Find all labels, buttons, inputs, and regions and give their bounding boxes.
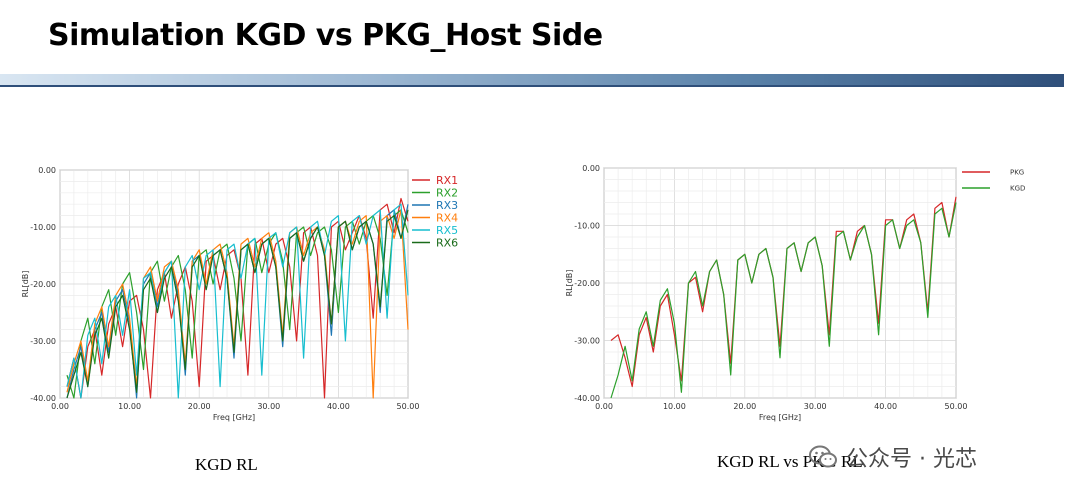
x-tick-label: 0.00	[595, 402, 613, 411]
x-tick-label: 20.00	[188, 402, 211, 411]
y-axis-label: RL[dB]	[565, 270, 574, 297]
series-line-rx6	[66, 209, 409, 399]
x-tick-label: 10.00	[118, 402, 141, 411]
x-tick-label: 10.00	[663, 402, 686, 411]
legend-label-kgd: KGD	[1010, 184, 1025, 192]
legend-label-rx2: RX2	[436, 186, 458, 199]
legend-label-rx5: RX5	[436, 224, 458, 237]
caption-kgd-rl: KGD RL	[195, 455, 258, 474]
legend-label-rx6: RX6	[436, 236, 458, 249]
x-tick-label: 40.00	[874, 402, 897, 411]
slide-title: Simulation KGD vs PKG_Host Side	[48, 18, 603, 53]
y-tick-label: 0.00	[38, 166, 56, 175]
legend-label-pkg: PKG	[1010, 168, 1024, 176]
x-tick-label: 0.00	[51, 402, 69, 411]
series-line-kgd	[610, 202, 957, 399]
y-axis-label: RL[dB]	[21, 271, 30, 298]
x-tick-label: 50.00	[945, 402, 968, 411]
rl-chart-left: 0.00 10.00 20.00 30.00 40.00 50.00 0.00 -10.00 -…	[21, 166, 458, 422]
y-tick-label: -10.00	[574, 222, 600, 231]
y-tick-label: -30.00	[30, 337, 56, 346]
title-bar	[0, 74, 1064, 86]
title-bar-line	[0, 85, 1064, 87]
legend-label-rx1: RX1	[436, 174, 458, 187]
x-tick-label: 40.00	[327, 402, 350, 411]
wechat-icon	[809, 445, 837, 468]
series-line-rx5	[66, 203, 409, 399]
x-tick-label: 20.00	[733, 402, 756, 411]
y-tick-label: 0.00	[582, 164, 600, 173]
watermark-text: 公众号 · 光芯	[846, 447, 977, 472]
x-tick-label: 30.00	[257, 402, 280, 411]
y-tick-label: -10.00	[30, 223, 56, 232]
legend-label-rx3: RX3	[436, 199, 458, 212]
y-tick-label: -20.00	[574, 279, 600, 288]
x-tick-label: 50.00	[397, 402, 420, 411]
y-tick-label: -40.00	[574, 394, 600, 403]
y-tick-label: -30.00	[574, 337, 600, 346]
rl-chart-right: 0.00 10.00 20.00 30.00 40.00 50.00 0.00 -10.00 -…	[565, 164, 1025, 422]
x-axis-label: Freq [GHz]	[213, 413, 255, 422]
watermark: 公众号 · 光芯	[808, 440, 977, 474]
x-axis-label: Freq [GHz]	[759, 413, 801, 422]
legend-label-rx4: RX4	[436, 211, 458, 224]
x-tick-label: 30.00	[804, 402, 827, 411]
y-tick-label: -20.00	[30, 280, 56, 289]
y-tick-label: -40.00	[30, 394, 56, 403]
